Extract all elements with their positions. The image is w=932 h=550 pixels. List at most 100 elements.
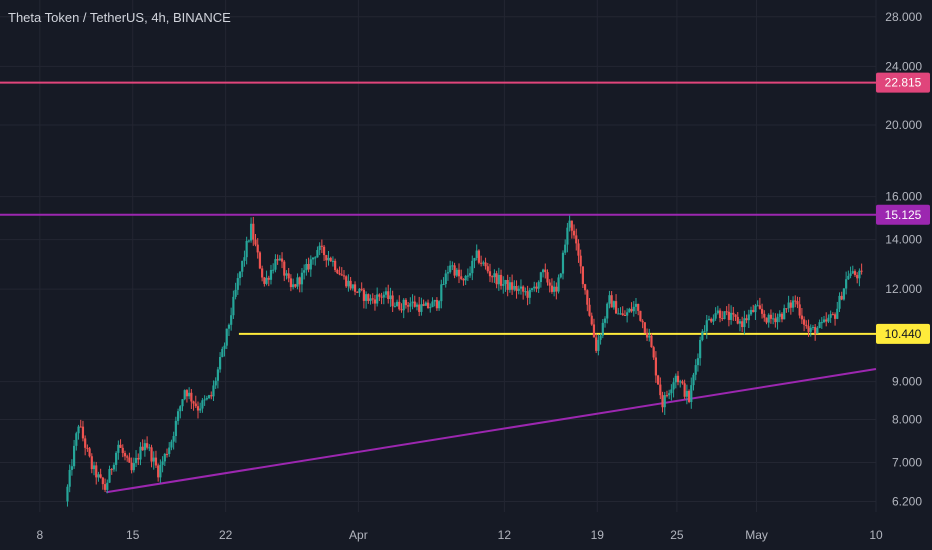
y-tick-label: 6.200 [892, 494, 922, 508]
candle-body [778, 313, 781, 317]
candle-body [261, 268, 264, 278]
candle-body [97, 474, 100, 478]
candle-body [117, 444, 120, 453]
price-level-label: 10.440 [885, 327, 922, 341]
candle-body [172, 436, 175, 442]
candle-body [765, 317, 768, 323]
candle-body [190, 392, 193, 402]
candle-body [836, 308, 839, 319]
candle-body [342, 275, 346, 277]
candle-body [283, 261, 286, 276]
candle-body [853, 271, 857, 276]
candle-body [391, 295, 394, 307]
candle-body [506, 279, 509, 290]
candle-body [608, 295, 611, 304]
candle-body [106, 482, 109, 490]
candle-body [143, 443, 146, 451]
candle-body [232, 296, 235, 316]
candle-body [163, 453, 166, 462]
candle-body [134, 457, 138, 464]
candle-body [798, 304, 801, 316]
candle-body [446, 272, 450, 274]
candle-body [639, 310, 642, 321]
candle-body [827, 317, 830, 322]
candle-body [816, 327, 819, 334]
candle-body [404, 299, 408, 306]
candle-body [309, 259, 312, 270]
candle-body [141, 446, 144, 451]
candle-body [738, 321, 742, 324]
candle-body [322, 246, 326, 256]
candle-body [119, 444, 122, 448]
y-tick-label: 20.000 [885, 118, 922, 132]
candle-body [287, 273, 290, 279]
candle-body [643, 322, 646, 334]
candle-body [464, 275, 467, 281]
candle-body [373, 299, 377, 304]
candle-body [183, 390, 186, 400]
candle-body [858, 270, 861, 279]
candle-body [165, 453, 169, 455]
candle-body [595, 337, 598, 351]
candle-body [285, 273, 288, 276]
y-tick-label: 14.000 [885, 233, 922, 247]
y-tick-label: 9.000 [892, 375, 922, 389]
candle-body [256, 244, 259, 253]
candle-body [749, 309, 753, 315]
candle-body [716, 310, 719, 314]
candle-body [442, 284, 445, 286]
candle-body [774, 318, 777, 323]
candle-body [672, 382, 675, 390]
candle-body [705, 320, 708, 332]
x-tick-label: 10 [869, 528, 883, 542]
candle-body [203, 399, 206, 401]
candle-body [68, 469, 71, 487]
candle-body [845, 279, 848, 289]
candle-body [382, 294, 385, 298]
candle-body [221, 348, 224, 357]
y-axis[interactable]: 28.000 24.000 20.000 16.000 14.000 12.000 9.00… [885, 10, 922, 509]
price-level-label: 15.125 [885, 208, 922, 222]
candle-body [754, 305, 757, 313]
candle-body [358, 288, 361, 293]
candle-body [570, 220, 573, 231]
candle-body [146, 443, 149, 448]
candle-body [398, 301, 401, 310]
candle-body [760, 308, 764, 314]
candle-body [734, 314, 737, 317]
candle-body [340, 274, 343, 276]
candle-body [838, 295, 841, 309]
candle-body [727, 311, 730, 320]
candle-body [393, 306, 396, 308]
candle-body [712, 318, 715, 322]
candle-body [626, 312, 629, 316]
candle-body [294, 284, 297, 287]
candle-body [480, 262, 483, 264]
candle-body [168, 447, 171, 455]
candle-body [110, 469, 113, 471]
candle-body [539, 272, 542, 283]
candle-body [743, 318, 746, 328]
candle-body [621, 313, 624, 315]
candle-body [741, 321, 744, 328]
candle-body [679, 381, 682, 383]
price-level-badge [876, 323, 930, 344]
candle-body [311, 257, 315, 260]
candle-body [219, 356, 222, 370]
candle-body [176, 411, 180, 421]
candle-body [758, 305, 761, 309]
candle-body [334, 260, 337, 270]
x-axis[interactable]: 8 15 22 Apr 12 19 25 May 10 [36, 528, 883, 542]
candle-body [194, 403, 197, 407]
candle-body [292, 284, 295, 288]
candle-body [402, 299, 405, 311]
candle-body [360, 288, 363, 290]
candle-body [345, 276, 348, 287]
trend-line[interactable] [106, 368, 877, 494]
candle-body [407, 305, 410, 307]
candles [66, 215, 863, 507]
candle-body [767, 314, 770, 323]
candle-body [519, 286, 523, 289]
